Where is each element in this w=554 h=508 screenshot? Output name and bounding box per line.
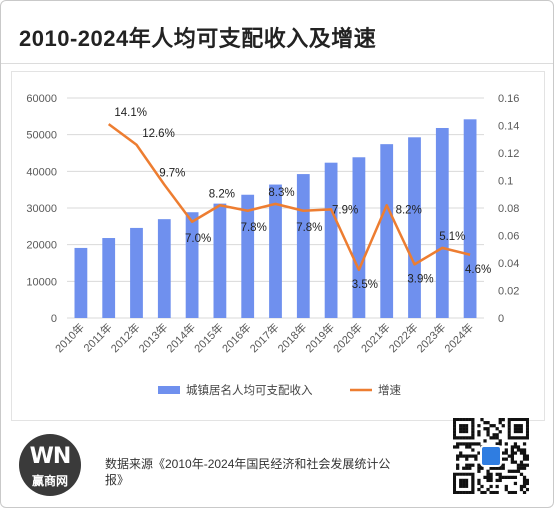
growth-data-label: 9.7%: [159, 168, 185, 180]
x-tick-label: 2024年: [441, 320, 476, 355]
x-tick-label: 2019年: [302, 320, 337, 355]
y-right-tick-label: 0.02: [498, 286, 519, 298]
income-bar: [102, 238, 116, 318]
footer: WN 赢商网 数据来源《2010年-2024年国民经济和社会发展统计公报》: [1, 418, 553, 507]
growth-data-label: 8.2%: [209, 188, 235, 200]
qr-code-icon: [453, 418, 529, 494]
growth-data-label: 3.5%: [352, 279, 378, 291]
legend-label-growth: 增速: [378, 383, 401, 397]
growth-data-label: 14.1%: [114, 107, 147, 119]
x-tick-label: 2012年: [108, 320, 143, 355]
growth-data-label: 7.0%: [185, 233, 211, 245]
x-tick-label: 2018年: [274, 320, 309, 355]
source-note: 数据来源《2010年-2024年国民经济和社会发展统计公报》: [105, 457, 391, 487]
growth-data-label: 7.9%: [332, 204, 358, 216]
income-bar: [408, 137, 421, 318]
y-left-tick-label: 40000: [26, 166, 57, 178]
income-bar: [185, 212, 199, 318]
income-bar: [296, 174, 310, 318]
y-left-tick-label: 30000: [26, 203, 57, 215]
growth-data-label: 4.6%: [465, 264, 491, 276]
legend-label-income: 城镇居名人均可支配收入: [186, 383, 313, 397]
x-tick-label: 2017年: [247, 320, 282, 355]
page-title: 2010-2024年人均可支配收入及增速: [19, 26, 377, 51]
x-tick-label: 2023年: [413, 320, 448, 355]
x-tick-label: 2010年: [52, 320, 87, 355]
x-tick-label: 2013年: [135, 320, 170, 355]
income-bar: [380, 144, 394, 318]
y-right-tick-label: 0.1: [498, 176, 513, 188]
y-left-tick-label: 50000: [26, 130, 57, 142]
y-right-tick-label: 0.16: [498, 93, 519, 105]
growth-data-label: 8.2%: [396, 204, 422, 216]
x-tick-label: 2016年: [219, 320, 254, 355]
growth-data-label: 7.8%: [296, 222, 322, 234]
legend-swatch-income: [158, 386, 180, 394]
x-tick-label: 2014年: [163, 320, 198, 355]
income-bar: [435, 127, 449, 318]
title-divider: [1, 63, 553, 64]
x-tick-label: 2015年: [191, 320, 226, 355]
growth-data-label: 3.9%: [407, 273, 433, 285]
x-tick-label: 2022年: [386, 320, 421, 355]
x-tick-label: 2011年: [80, 320, 114, 354]
income-bar: [463, 119, 477, 318]
income-bar: [241, 194, 255, 318]
chart-panel: 0 10000 20000 30000 40000 50000 60000 0 0.02 0.04…: [11, 71, 545, 421]
income-bar: [157, 219, 171, 318]
y-right-tick-label: 0.06: [498, 231, 519, 243]
growth-data-label: 12.6%: [142, 128, 175, 140]
y-right-tick-label: 0.14: [498, 121, 519, 133]
logo-name: 赢商网: [31, 474, 68, 488]
income-chart: 0 10000 20000 30000 40000 50000 60000 0 0.02 0.04…: [26, 93, 519, 397]
income-bar: [352, 157, 366, 318]
income-bar: [213, 203, 227, 318]
y-right-tick-label: 0.08: [498, 203, 519, 215]
logo-mark: WN: [29, 444, 72, 469]
x-tick-label: 2020年: [330, 320, 365, 355]
y-left-tick-label: 10000: [26, 276, 57, 288]
y-left-tick-label: 0: [51, 313, 57, 325]
growth-data-label: 7.8%: [241, 222, 267, 234]
growth-line: [107, 123, 471, 272]
y-left-tick-label: 60000: [26, 93, 57, 105]
y-right-tick-label: 0: [498, 313, 504, 325]
income-bar: [130, 227, 143, 318]
income-bar: [324, 162, 338, 318]
x-tick-label: 2021年: [358, 320, 393, 355]
income-bar: [269, 184, 282, 318]
winshang-logo: WN 赢商网: [19, 434, 81, 496]
y-left-tick-label: 20000: [26, 240, 57, 252]
growth-data-label: 5.1%: [439, 231, 465, 243]
growth-data-label: 8.3%: [268, 187, 294, 199]
income-bar: [74, 247, 88, 318]
y-right-tick-label: 0.12: [498, 148, 519, 160]
y-right-tick-label: 0.04: [498, 258, 519, 270]
